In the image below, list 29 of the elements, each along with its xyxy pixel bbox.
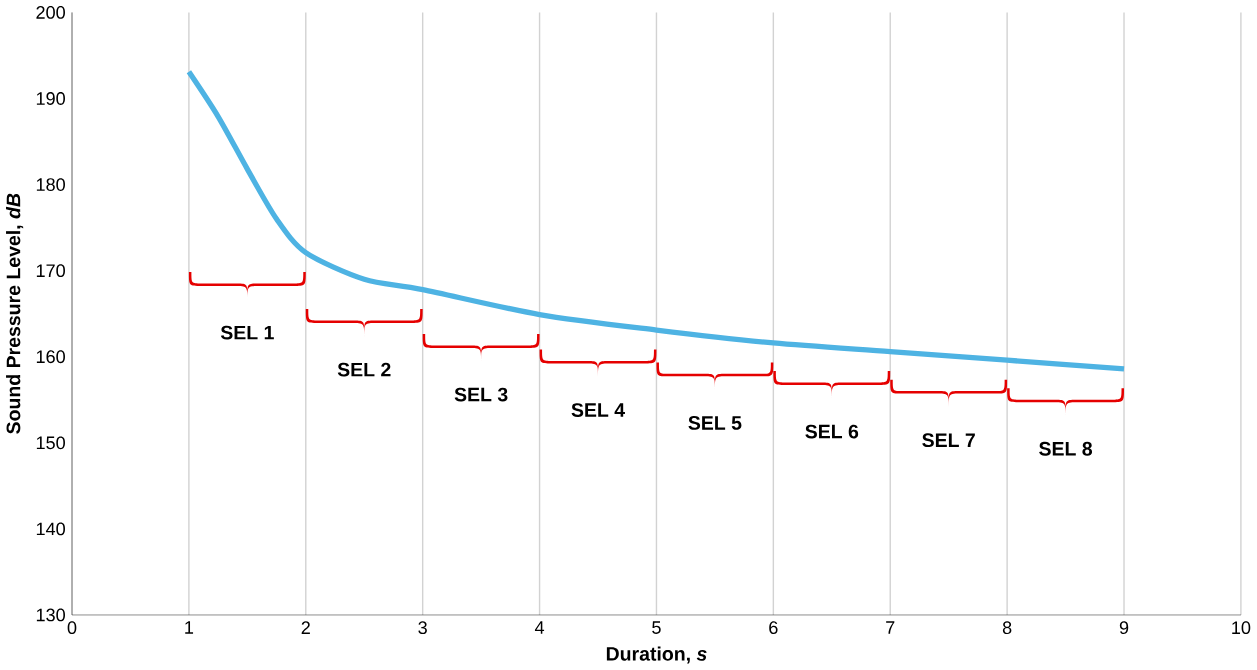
y-tick-label: 200 <box>36 6 65 20</box>
y-tick-label: 180 <box>36 178 65 192</box>
x-tick-label: 10 <box>1232 621 1251 635</box>
x-tick-label: 4 <box>534 621 545 634</box>
annotation: SEL 1 <box>220 325 274 340</box>
annotation: SEL 8 <box>1039 442 1093 456</box>
y-tick-label: 190 <box>36 92 65 106</box>
x-axis-title: Duration, s <box>606 646 707 664</box>
annotation: SEL 6 <box>805 424 859 439</box>
annotation: SEL 5 <box>688 416 742 431</box>
x-tick-label: 8 <box>1002 621 1012 635</box>
y-tick-label: 140 <box>36 522 65 536</box>
x-tick-label: 6 <box>769 621 778 635</box>
x-tick-label: 0 <box>67 621 77 635</box>
annotation: SEL 4 <box>571 403 625 418</box>
x-tick-label: 1 <box>185 621 194 634</box>
y-tick-label: 150 <box>36 436 65 450</box>
x-tick-label: 3 <box>418 621 427 635</box>
y-tick-label: 170 <box>36 264 65 278</box>
annotation: SEL 7 <box>922 433 975 448</box>
x-tick-label: 2 <box>301 621 310 635</box>
y-axis-title: Sound Pressure Level, dB <box>6 193 24 435</box>
x-tick-label: 5 <box>652 621 661 635</box>
y-tick-label: 160 <box>36 350 65 364</box>
annotation: SEL 2 <box>337 362 391 377</box>
y-tick-label: 130 <box>36 608 65 622</box>
annotation: SEL 3 <box>454 387 508 402</box>
x-tick-label: 9 <box>1119 621 1129 635</box>
x-tick-label: 7 <box>886 621 895 634</box>
